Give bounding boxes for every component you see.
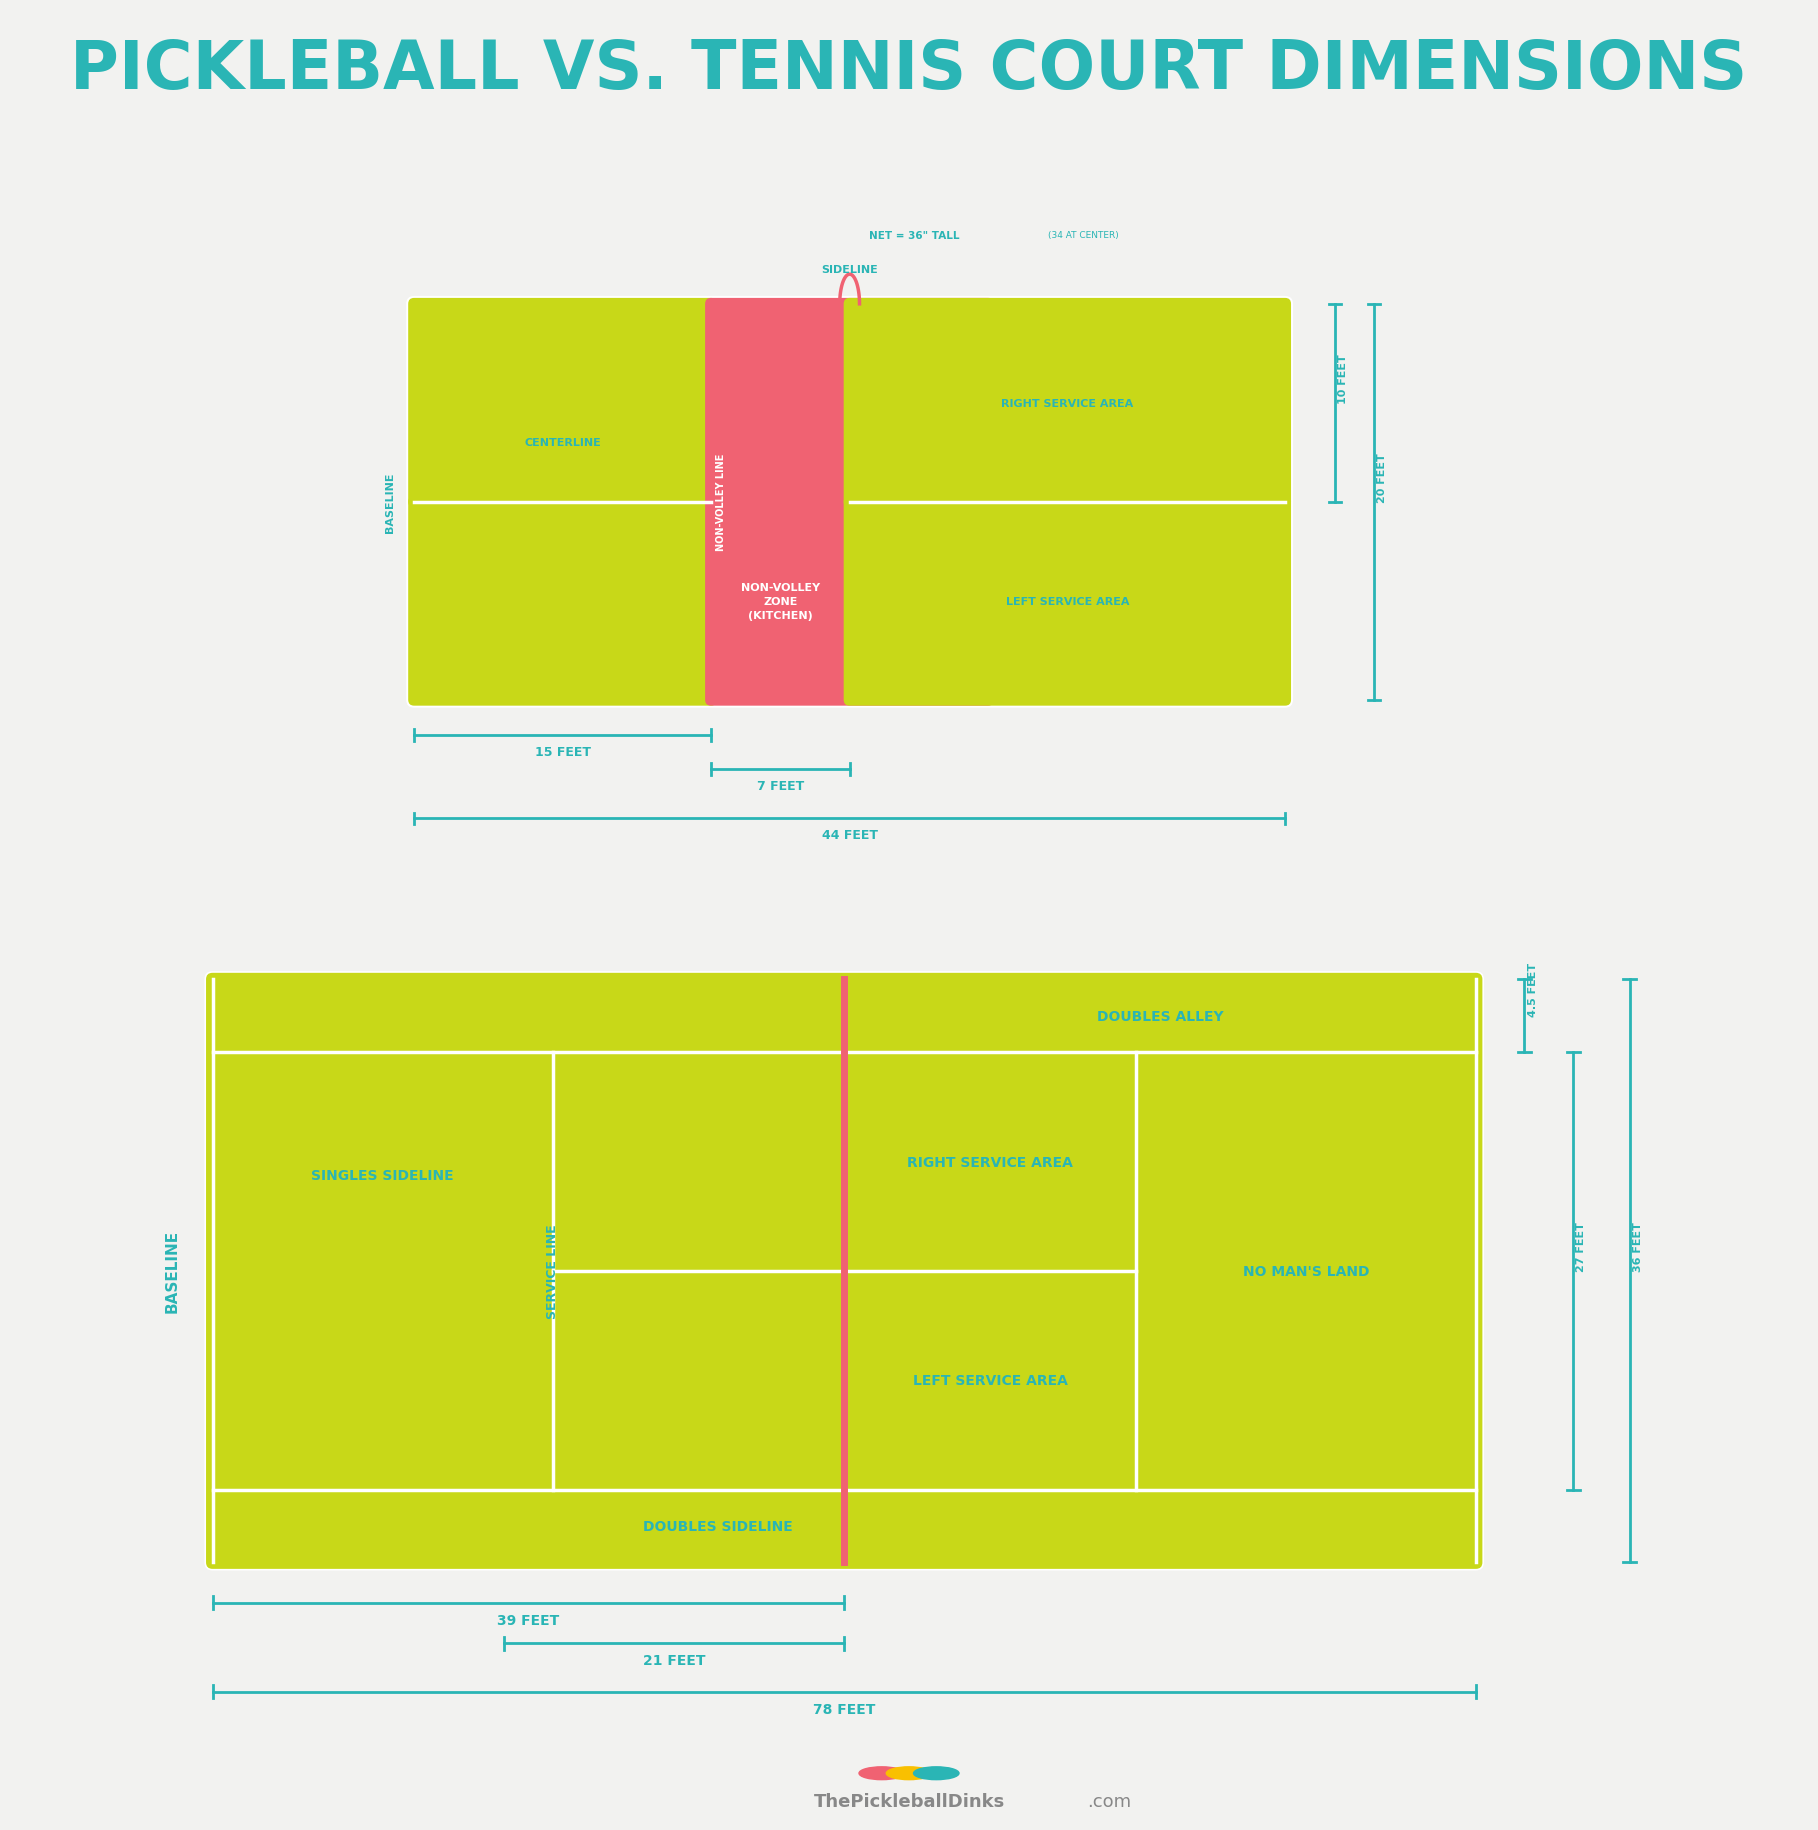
FancyBboxPatch shape bbox=[205, 974, 1482, 1568]
Text: SIDELINE: SIDELINE bbox=[822, 265, 878, 274]
Text: 7 FEET: 7 FEET bbox=[756, 780, 804, 792]
Text: 10 FEET: 10 FEET bbox=[1338, 353, 1347, 404]
Text: RIGHT SERVICE AREA: RIGHT SERVICE AREA bbox=[907, 1155, 1073, 1169]
Text: 21 FEET: 21 FEET bbox=[644, 1652, 705, 1667]
Text: CENTERLINE: CENTERLINE bbox=[524, 437, 602, 448]
Text: NON-VOLLEY
ZONE
(KITCHEN): NON-VOLLEY ZONE (KITCHEN) bbox=[740, 582, 820, 620]
Text: 4.5 FEET: 4.5 FEET bbox=[1527, 963, 1538, 1016]
Text: RIGHT SERVICE AREA: RIGHT SERVICE AREA bbox=[1002, 399, 1133, 408]
Text: 36 FEET: 36 FEET bbox=[1633, 1221, 1643, 1272]
Text: 44 FEET: 44 FEET bbox=[822, 829, 878, 842]
Text: 20 FEET: 20 FEET bbox=[1376, 452, 1387, 503]
Text: 39 FEET: 39 FEET bbox=[498, 1612, 560, 1627]
Text: SINGLES SIDELINE: SINGLES SIDELINE bbox=[311, 1168, 454, 1182]
Circle shape bbox=[913, 1768, 960, 1779]
Text: LEFT SERVICE AREA: LEFT SERVICE AREA bbox=[913, 1374, 1067, 1387]
Text: BASELINE: BASELINE bbox=[164, 1230, 180, 1312]
FancyBboxPatch shape bbox=[405, 296, 1293, 708]
Circle shape bbox=[858, 1768, 905, 1779]
Text: (34 AT CENTER): (34 AT CENTER) bbox=[1047, 231, 1118, 240]
Text: NO MAN'S LAND: NO MAN'S LAND bbox=[1242, 1265, 1369, 1277]
Text: .com: .com bbox=[1087, 1792, 1131, 1810]
Text: ThePickleballDinks: ThePickleballDinks bbox=[813, 1792, 1005, 1810]
FancyBboxPatch shape bbox=[844, 496, 1291, 706]
Text: DOUBLES SIDELINE: DOUBLES SIDELINE bbox=[644, 1519, 793, 1534]
Text: NON-VOLLEY LINE: NON-VOLLEY LINE bbox=[716, 454, 725, 551]
FancyBboxPatch shape bbox=[409, 298, 716, 509]
Text: 15 FEET: 15 FEET bbox=[534, 747, 591, 759]
FancyBboxPatch shape bbox=[844, 298, 1291, 509]
Circle shape bbox=[887, 1768, 931, 1779]
FancyBboxPatch shape bbox=[204, 972, 1483, 1570]
Text: BASELINE: BASELINE bbox=[385, 472, 395, 533]
FancyBboxPatch shape bbox=[409, 496, 716, 706]
Text: PICKLEBALL VS. TENNIS COURT DIMENSIONS: PICKLEBALL VS. TENNIS COURT DIMENSIONS bbox=[71, 37, 1747, 102]
FancyBboxPatch shape bbox=[705, 298, 994, 706]
Text: DOUBLES ALLEY: DOUBLES ALLEY bbox=[1096, 1008, 1224, 1023]
Text: 78 FEET: 78 FEET bbox=[813, 1702, 876, 1717]
Text: NET = 36" TALL: NET = 36" TALL bbox=[869, 231, 960, 240]
Text: SERVICE LINE: SERVICE LINE bbox=[545, 1224, 560, 1318]
Text: 27 FEET: 27 FEET bbox=[1576, 1221, 1585, 1272]
Text: LEFT SERVICE AREA: LEFT SERVICE AREA bbox=[1005, 597, 1129, 606]
